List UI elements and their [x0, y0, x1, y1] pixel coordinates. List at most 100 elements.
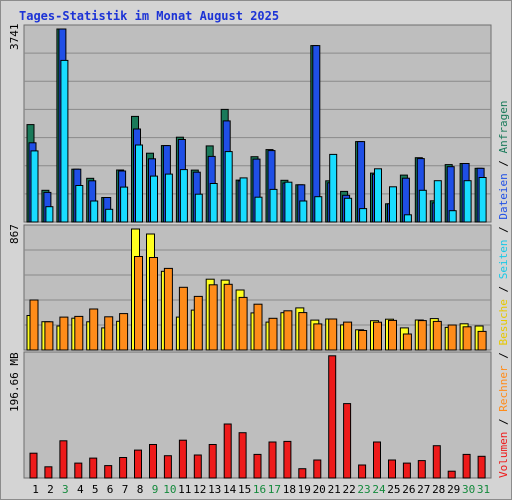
y-max-label-middle: 867: [8, 224, 21, 244]
bar-rechner: [313, 323, 323, 351]
bar-volumen: [313, 459, 322, 479]
bar-rechner: [283, 310, 293, 351]
x-tick-label: 26: [402, 483, 415, 496]
bar-volumen: [149, 444, 157, 479]
bar-seiten: [344, 197, 353, 223]
bar-volumen: [328, 355, 337, 479]
x-tick-label: 27: [417, 483, 430, 496]
bar-rechner: [298, 312, 308, 351]
panel-volumen: [23, 351, 492, 479]
bar-volumen: [358, 464, 367, 479]
bar-volumen: [74, 462, 83, 479]
bar-rechner: [358, 330, 368, 351]
bar-rechner: [417, 320, 427, 351]
x-tick-label: 15: [238, 483, 251, 496]
panel-besuche-rechner: [23, 224, 492, 351]
bar-seiten: [463, 180, 472, 223]
bar-rechner: [328, 318, 338, 351]
bar-seiten: [194, 193, 203, 223]
bar-seiten: [299, 200, 308, 223]
x-tick-label: 29: [447, 483, 460, 496]
x-tick-label: 2: [47, 483, 54, 496]
x-tick-label: 22: [342, 483, 355, 496]
legend-volumen: Volumen: [497, 432, 510, 478]
bar-volumen: [268, 441, 277, 479]
panel-anfragen-dateien-seiten: [23, 24, 492, 223]
bar-rechner: [477, 330, 487, 351]
bar-seiten: [374, 168, 382, 223]
bar-volumen: [59, 440, 68, 479]
bar-volumen: [89, 457, 98, 479]
legend-besuche: Besuche: [497, 299, 510, 345]
bar-volumen: [134, 449, 142, 479]
bar-seiten: [179, 169, 188, 223]
bar-rechner: [253, 303, 263, 351]
x-tick-label: 1: [32, 483, 39, 496]
x-tick-label: 5: [92, 483, 99, 496]
bar-rechner: [44, 321, 54, 351]
x-axis-day-labels: 1 2 3 4 5 6 7 8 9 10 11 12 13 14 15 16 17 18 19 20 21 22 23 24 2…: [32, 483, 490, 496]
bar-seiten: [448, 210, 457, 223]
bar-seiten: [224, 151, 233, 223]
bar-volumen: [163, 455, 172, 479]
bar-seiten: [60, 59, 69, 223]
x-tick-label: 10: [163, 483, 176, 496]
bar-seiten: [164, 173, 173, 223]
bar-seiten: [284, 181, 293, 223]
bar-rechner: [208, 284, 218, 351]
bar-rechner: [178, 286, 188, 351]
x-tick-label: 4: [77, 483, 84, 496]
bar-rechner: [119, 313, 129, 351]
bar-volumen: [253, 453, 262, 479]
bar-volumen: [208, 444, 217, 479]
bar-volumen: [193, 454, 202, 479]
bar-seiten: [105, 208, 114, 223]
bar-volumen: [343, 403, 352, 479]
x-tick-label: 23: [357, 483, 370, 496]
x-tick-label: 24: [372, 483, 386, 496]
x-tick-label: 3: [62, 483, 69, 496]
bar-seiten: [329, 153, 338, 223]
bar-rechner: [238, 296, 248, 351]
bar-seiten: [135, 144, 143, 223]
x-tick-label: 13: [208, 483, 221, 496]
bar-seiten: [478, 177, 487, 223]
x-tick-label: 7: [122, 483, 129, 496]
bar-seiten: [359, 208, 368, 223]
bar-volumen: [44, 466, 53, 479]
x-tick-label: 14: [223, 483, 237, 496]
x-tick-label: 8: [137, 483, 144, 496]
bar-seiten: [150, 175, 158, 223]
bar-seiten: [120, 186, 129, 223]
chart-title: Tages-Statistik im Monat August 2025: [19, 9, 279, 23]
bar-rechner: [134, 256, 143, 351]
legend-separator: /: [497, 153, 510, 173]
bar-rechner: [223, 283, 233, 351]
bar-volumen: [283, 440, 292, 479]
legend-seiten: Seiten: [497, 240, 510, 280]
legend-separator: /: [497, 346, 510, 366]
bar-seiten: [75, 185, 84, 223]
legend-separator: /: [497, 220, 510, 240]
bar-seiten: [30, 150, 39, 223]
x-tick-label: 19: [298, 483, 311, 496]
bar-volumen: [29, 452, 38, 479]
bar-rechner: [89, 308, 99, 351]
bar-rechner: [74, 315, 84, 351]
x-tick-label: 11: [178, 483, 191, 496]
bar-rechner: [149, 257, 158, 351]
bar-volumen: [119, 457, 128, 479]
bar-volumen: [373, 441, 381, 479]
bar-volumen: [238, 432, 247, 479]
x-tick-label: 16: [253, 483, 266, 496]
bar-volumen: [447, 470, 456, 479]
bar-volumen: [388, 459, 396, 479]
bar-rechner: [462, 326, 472, 351]
x-tick-label: 28: [432, 483, 445, 496]
x-tick-label: 30: [462, 483, 475, 496]
bar-volumen: [298, 468, 307, 479]
y-max-label-top: 3741: [8, 24, 21, 51]
legend-rechner: Rechner: [497, 365, 510, 412]
x-tick-label: 21: [328, 483, 341, 496]
